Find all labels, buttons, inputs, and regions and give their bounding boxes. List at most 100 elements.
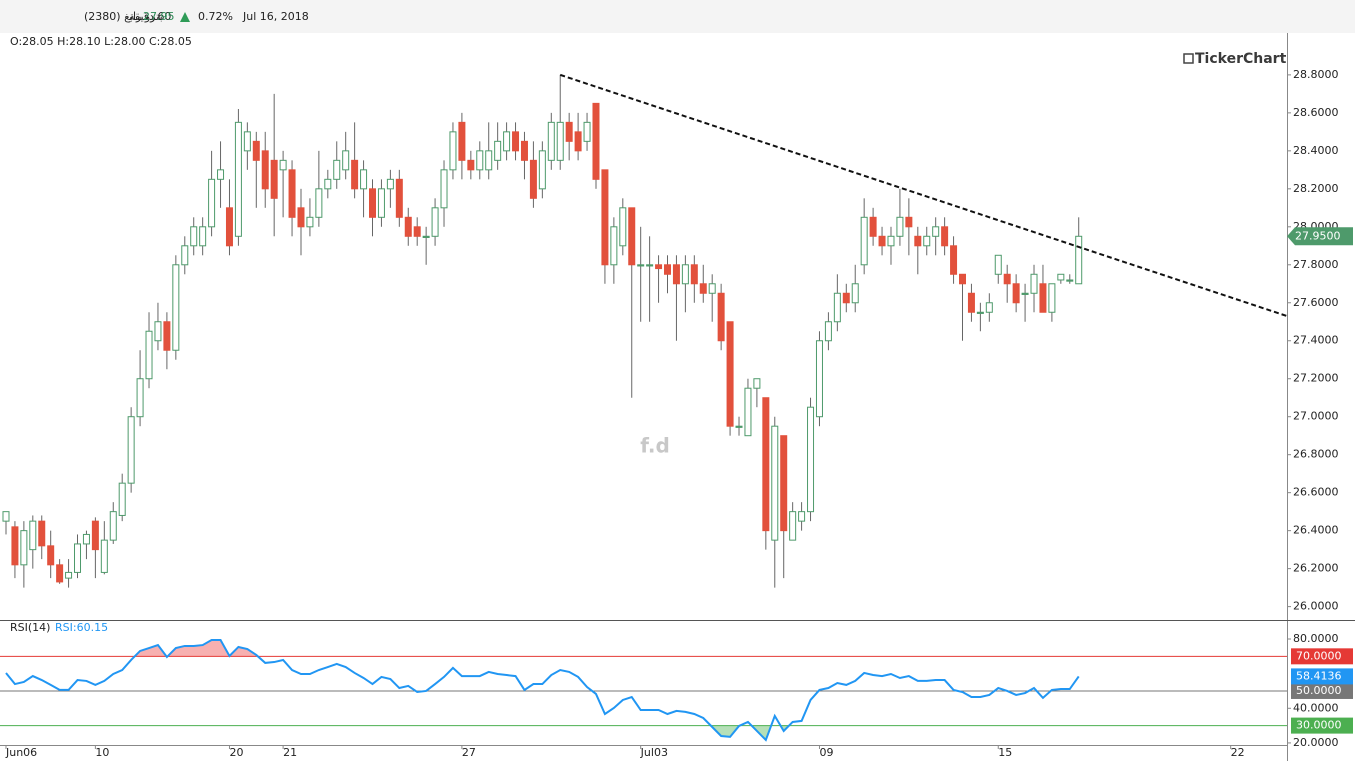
candle-body [619, 207, 627, 247]
candle-body [386, 178, 394, 190]
y-tick-label: 27.4000 [1293, 334, 1339, 347]
candle-body [47, 545, 55, 566]
y-tick-label: 20.0000 [1293, 736, 1339, 749]
level-marker [1291, 682, 1353, 699]
candle-body [512, 131, 520, 152]
x-tick-label: 27 [462, 746, 476, 759]
candle-body [896, 216, 904, 237]
candle-body [1012, 283, 1020, 304]
candle-body [279, 159, 287, 171]
candle-body [315, 188, 323, 218]
candle-body [941, 226, 949, 247]
candle-body [967, 292, 975, 313]
candle-body [163, 321, 171, 351]
candle-body [109, 511, 117, 541]
y-tick-label: 40.0000 [1293, 701, 1339, 714]
candle-body [208, 178, 216, 228]
last-value-label: 58.4136 [1296, 669, 1342, 682]
candle-body [20, 530, 28, 566]
x-tick-label: 20 [229, 746, 243, 759]
candle-body [360, 169, 368, 190]
trendline [559, 73, 1288, 318]
y-tick-label: 26.8000 [1293, 448, 1339, 461]
candle-body [190, 226, 198, 247]
candle-body [574, 131, 582, 152]
candle-body [29, 520, 37, 551]
candle-body [225, 207, 233, 247]
candle-body [672, 264, 680, 285]
candle-body [833, 292, 841, 323]
candle-body [1003, 273, 1011, 285]
y-tick-label: 27.6000 [1293, 296, 1339, 309]
level-marker [1291, 717, 1353, 734]
x-tick-label: Jun06 [5, 746, 37, 759]
candle-body [994, 254, 1002, 275]
candle-body [288, 169, 296, 218]
candle-body [1030, 273, 1038, 294]
candle-body [815, 340, 823, 418]
candle-body [726, 321, 734, 427]
candle-body [1039, 283, 1047, 313]
candle-body [324, 178, 332, 190]
panel-subtitle: RSI:60.15 [55, 621, 108, 634]
y-tick-label: 26.6000 [1293, 486, 1339, 499]
x-tick-label: 15 [998, 746, 1012, 759]
candle-body [646, 264, 654, 267]
candle-body [413, 226, 421, 237]
level-label: 30.0000 [1296, 719, 1342, 732]
candle-body [762, 397, 770, 532]
candle-body [154, 321, 162, 342]
ohlc: O:28.05 H:28.10 L:28.00 C:28.05 [10, 35, 192, 48]
candle-body [333, 159, 341, 180]
candle-body [556, 121, 564, 161]
y-tick-label: 26.2000 [1293, 562, 1339, 575]
candle-body [351, 159, 359, 190]
candle-body [753, 378, 761, 389]
y-tick-label: 26.4000 [1293, 524, 1339, 537]
candle-body [780, 435, 788, 532]
candle-body [807, 406, 815, 513]
candle-body [1048, 283, 1056, 313]
candle-body [592, 102, 600, 180]
candle-body [136, 378, 144, 418]
brand-icon [1183, 53, 1194, 64]
candle-body [467, 159, 475, 171]
candle-body [869, 216, 877, 237]
y-tick-label: 28.2000 [1293, 182, 1339, 195]
panel-title: RSI(14) [10, 621, 50, 634]
candle-body [950, 245, 958, 275]
candle-body [735, 425, 743, 428]
candle-body [959, 273, 967, 285]
candle-body [520, 140, 528, 161]
candle-body [690, 264, 698, 285]
y-tick-label: 27.8000 [1293, 258, 1339, 271]
candle-body [824, 321, 832, 342]
annotation: f.d [640, 434, 670, 458]
level-label: 50.0000 [1296, 684, 1342, 697]
candle-body [905, 216, 913, 228]
interval: 60 دقيقة [129, 10, 171, 23]
candle-body [217, 169, 225, 180]
candle-body [199, 226, 207, 247]
x-tick-label: 22 [1231, 746, 1245, 759]
candle-body [65, 571, 73, 579]
y-tick-label: 27.0000 [1293, 410, 1339, 423]
level-fill [134, 640, 258, 657]
y-tick-label: 26.0000 [1293, 600, 1339, 613]
candle-body [547, 121, 555, 161]
candle-body [699, 283, 707, 294]
candle-body [369, 188, 377, 218]
level-marker [1291, 648, 1353, 665]
candle-body [377, 188, 385, 218]
candle-body [529, 159, 537, 199]
x-tick-label: 09 [819, 746, 833, 759]
candle-body [789, 511, 797, 541]
candle-body [458, 121, 466, 161]
level-fill [710, 725, 790, 740]
candle-body [851, 283, 859, 304]
header-bar [0, 0, 1355, 33]
rsi-line [5, 639, 1080, 742]
candle-body [637, 264, 645, 267]
